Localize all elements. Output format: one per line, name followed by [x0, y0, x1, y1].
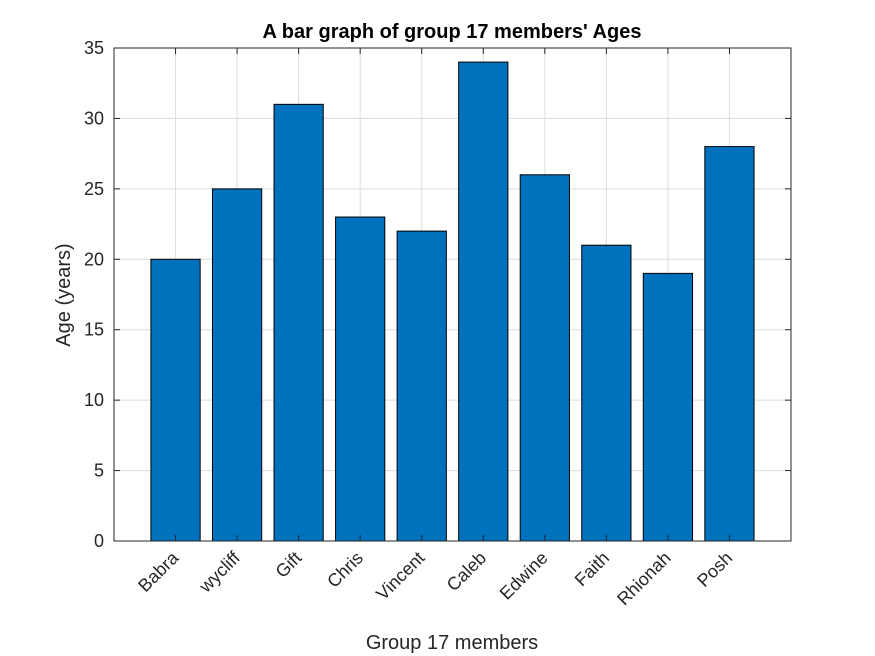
bar-faith — [581, 244, 632, 542]
x-tick-label: Rhionah — [613, 548, 675, 610]
bar-babra — [150, 258, 201, 542]
bar-chris — [335, 216, 386, 542]
bar-posh — [704, 146, 755, 542]
y-axis-label: Age (years) — [53, 243, 75, 346]
x-axis-label: Group 17 members — [366, 632, 538, 654]
plot-frame — [113, 47, 792, 542]
x-tick-label: Caleb — [443, 548, 490, 595]
y-tick-label: 10 — [84, 390, 104, 410]
x-tick-label: Posh — [693, 548, 736, 591]
bar-caleb — [458, 61, 509, 542]
x-tick-label: Babra — [134, 547, 183, 596]
x-tick-label: Gift — [272, 548, 306, 582]
y-tick-label: 25 — [84, 179, 104, 199]
bar-rhionah — [642, 272, 694, 542]
bar-vincent — [396, 230, 447, 542]
bar-gift — [273, 103, 324, 542]
y-tick-labels: 0 5 10 15 20 25 30 35 — [84, 38, 104, 551]
bar-edwine — [519, 174, 570, 542]
x-tick-label: wycliff — [195, 547, 245, 597]
x-tick-label: Chris — [323, 548, 367, 592]
y-tick-label: 5 — [94, 461, 104, 481]
y-tick-label: 30 — [84, 108, 104, 128]
x-tick-label: Faith — [571, 548, 613, 590]
x-tick-label: Vincent — [372, 548, 428, 604]
y-tick-label: 0 — [94, 531, 104, 551]
bars — [150, 61, 755, 542]
y-tick-label: 35 — [84, 38, 104, 58]
chart-title: A bar graph of group 17 members' Ages — [263, 21, 642, 43]
y-tick-label: 20 — [84, 249, 104, 269]
y-tick-label: 15 — [84, 320, 104, 340]
x-tick-labels: Babra wycliff Gift Chris Vincent Caleb Edwine F… — [134, 547, 736, 609]
bar-wycliff — [211, 188, 263, 542]
ticks — [114, 47, 791, 542]
x-tick-label: Edwine — [496, 548, 552, 604]
